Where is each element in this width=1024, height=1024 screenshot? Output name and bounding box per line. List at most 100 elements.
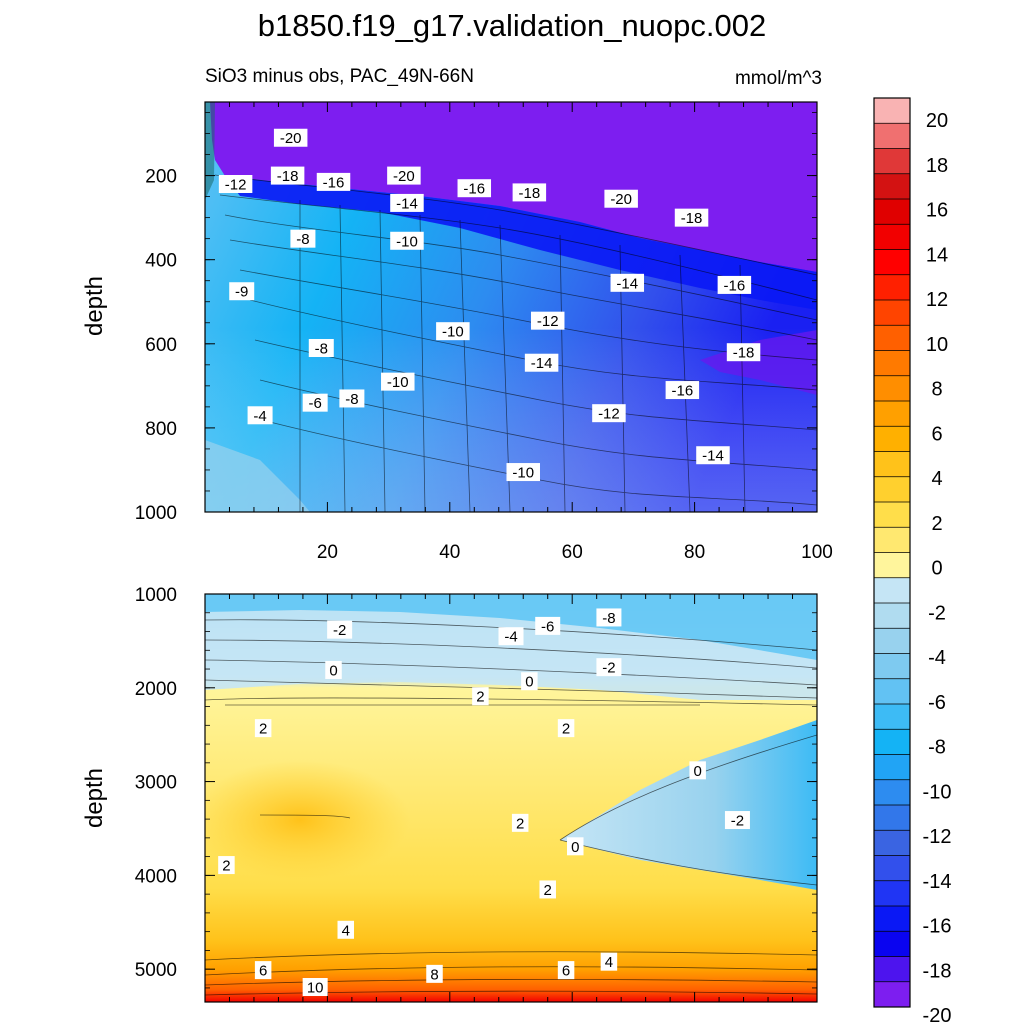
colorbar-label: -18 — [923, 960, 952, 982]
y-tick-label: 600 — [145, 335, 177, 356]
contour-label: 4 — [337, 920, 355, 939]
colorbar-swatch — [874, 628, 910, 654]
contour-label: -6 — [302, 393, 328, 412]
svg-text:6: 6 — [562, 963, 570, 980]
svg-text:-18: -18 — [733, 345, 755, 362]
svg-text:4: 4 — [342, 922, 350, 939]
contour-label: -14 — [610, 273, 645, 292]
svg-text:-4: -4 — [504, 629, 517, 646]
svg-text:-12: -12 — [225, 177, 247, 194]
svg-text:2: 2 — [222, 858, 230, 875]
colorbar-swatch — [874, 325, 910, 351]
contour-label: -8 — [339, 389, 365, 408]
colorbar-label: 14 — [926, 244, 948, 266]
colorbar-swatch — [874, 678, 910, 705]
colorbar-swatch — [874, 300, 910, 326]
contour-label: -18 — [270, 166, 305, 185]
svg-text:-20: -20 — [610, 191, 632, 208]
lower-frame — [204, 593, 818, 1003]
colorbar-label: 10 — [926, 334, 948, 356]
contour-label: -20 — [604, 189, 638, 208]
lower-ylabel: depth — [81, 768, 108, 828]
contour-label: -2 — [327, 620, 353, 639]
svg-text:-14: -14 — [616, 275, 638, 292]
contour-label: -12 — [592, 404, 626, 423]
lower-blue-top — [205, 594, 817, 660]
colorbar-label: 0 — [931, 558, 942, 580]
y-tick-label: 2000 — [135, 679, 177, 700]
contour-label: -8 — [596, 608, 622, 627]
colorbar-swatch — [874, 830, 910, 856]
contour-label: -14 — [696, 446, 730, 465]
contour-label: -10 — [436, 322, 470, 341]
colorbar-swatch — [874, 981, 910, 1008]
svg-text:-2: -2 — [333, 622, 346, 639]
contour-label: 2 — [472, 687, 489, 706]
svg-text:0: 0 — [525, 674, 533, 691]
colorbar-swatch — [874, 426, 910, 452]
colorbar-label: -4 — [928, 647, 946, 669]
contour-label: 2 — [511, 813, 529, 832]
svg-text:-14: -14 — [396, 195, 418, 212]
colorbar-label: -2 — [928, 602, 946, 624]
contour-label: -4 — [498, 627, 524, 646]
svg-text:-20: -20 — [280, 130, 302, 147]
x-tick-label: 20 — [317, 542, 338, 563]
colorbar-label: 20 — [926, 110, 948, 132]
svg-text:-18: -18 — [519, 185, 541, 202]
colorbar-swatch — [874, 451, 910, 478]
colorbar-label: 12 — [926, 289, 948, 311]
svg-text:8: 8 — [430, 966, 438, 983]
colorbar-swatch — [874, 653, 910, 680]
contour-label: -16 — [457, 179, 492, 198]
contour-label: 2 — [557, 719, 575, 738]
colorbar-swatch — [874, 224, 910, 250]
contour-label: -10 — [381, 372, 415, 391]
svg-text:-16: -16 — [724, 277, 746, 294]
contour-label: 0 — [521, 672, 538, 691]
svg-text:-14: -14 — [702, 448, 724, 465]
svg-text:-8: -8 — [345, 391, 358, 408]
contour-label: 0 — [689, 761, 706, 780]
colorbar-swatch — [874, 527, 910, 553]
contour-label: -4 — [247, 406, 273, 425]
contour-label: -9 — [229, 282, 255, 301]
contour-label: -14 — [524, 353, 559, 372]
upper-deep-blue-band — [225, 176, 817, 310]
upper-light-left — [205, 440, 310, 512]
y-tick-label: 4000 — [135, 866, 177, 887]
colorbar-swatch — [874, 603, 910, 629]
svg-text:-16: -16 — [672, 383, 694, 400]
svg-text:-14: -14 — [531, 355, 553, 372]
colorbar-swatch — [874, 350, 910, 377]
figure-title: b1850.f19_g17.validation_nuopc.002 — [258, 8, 767, 43]
colorbar-swatch — [874, 754, 910, 781]
colorbar-swatch — [874, 98, 910, 124]
colorbar-swatch — [874, 401, 910, 427]
lower-neg-tongue — [560, 720, 817, 890]
x-tick-label: 40 — [439, 542, 460, 563]
contour-label: -16 — [665, 381, 700, 400]
lower-warm-blob — [205, 760, 410, 880]
contour-label: -2 — [724, 811, 750, 830]
contour-label: -6 — [535, 616, 561, 635]
svg-text:2: 2 — [259, 721, 267, 738]
svg-text:-9: -9 — [235, 284, 248, 301]
contour-label: -20 — [387, 166, 421, 185]
x-tick-label: 60 — [562, 542, 583, 563]
svg-text:-8: -8 — [296, 231, 309, 248]
colorbar-swatch — [874, 148, 910, 175]
y-tick-label: 5000 — [135, 960, 177, 981]
svg-text:-6: -6 — [541, 618, 554, 635]
contour-label: 8 — [426, 964, 443, 983]
contour-label: -10 — [390, 231, 424, 250]
colorbar-label: -14 — [923, 871, 952, 893]
contour-label: -16 — [316, 172, 351, 191]
colorbar-swatch — [874, 173, 910, 200]
svg-text:-12: -12 — [598, 406, 620, 423]
svg-text:6: 6 — [259, 963, 267, 980]
contour-label: -16 — [717, 275, 752, 294]
contour-label: -20 — [273, 128, 308, 147]
y-tick-label: 200 — [145, 167, 177, 188]
contour-label: -18 — [726, 343, 761, 362]
